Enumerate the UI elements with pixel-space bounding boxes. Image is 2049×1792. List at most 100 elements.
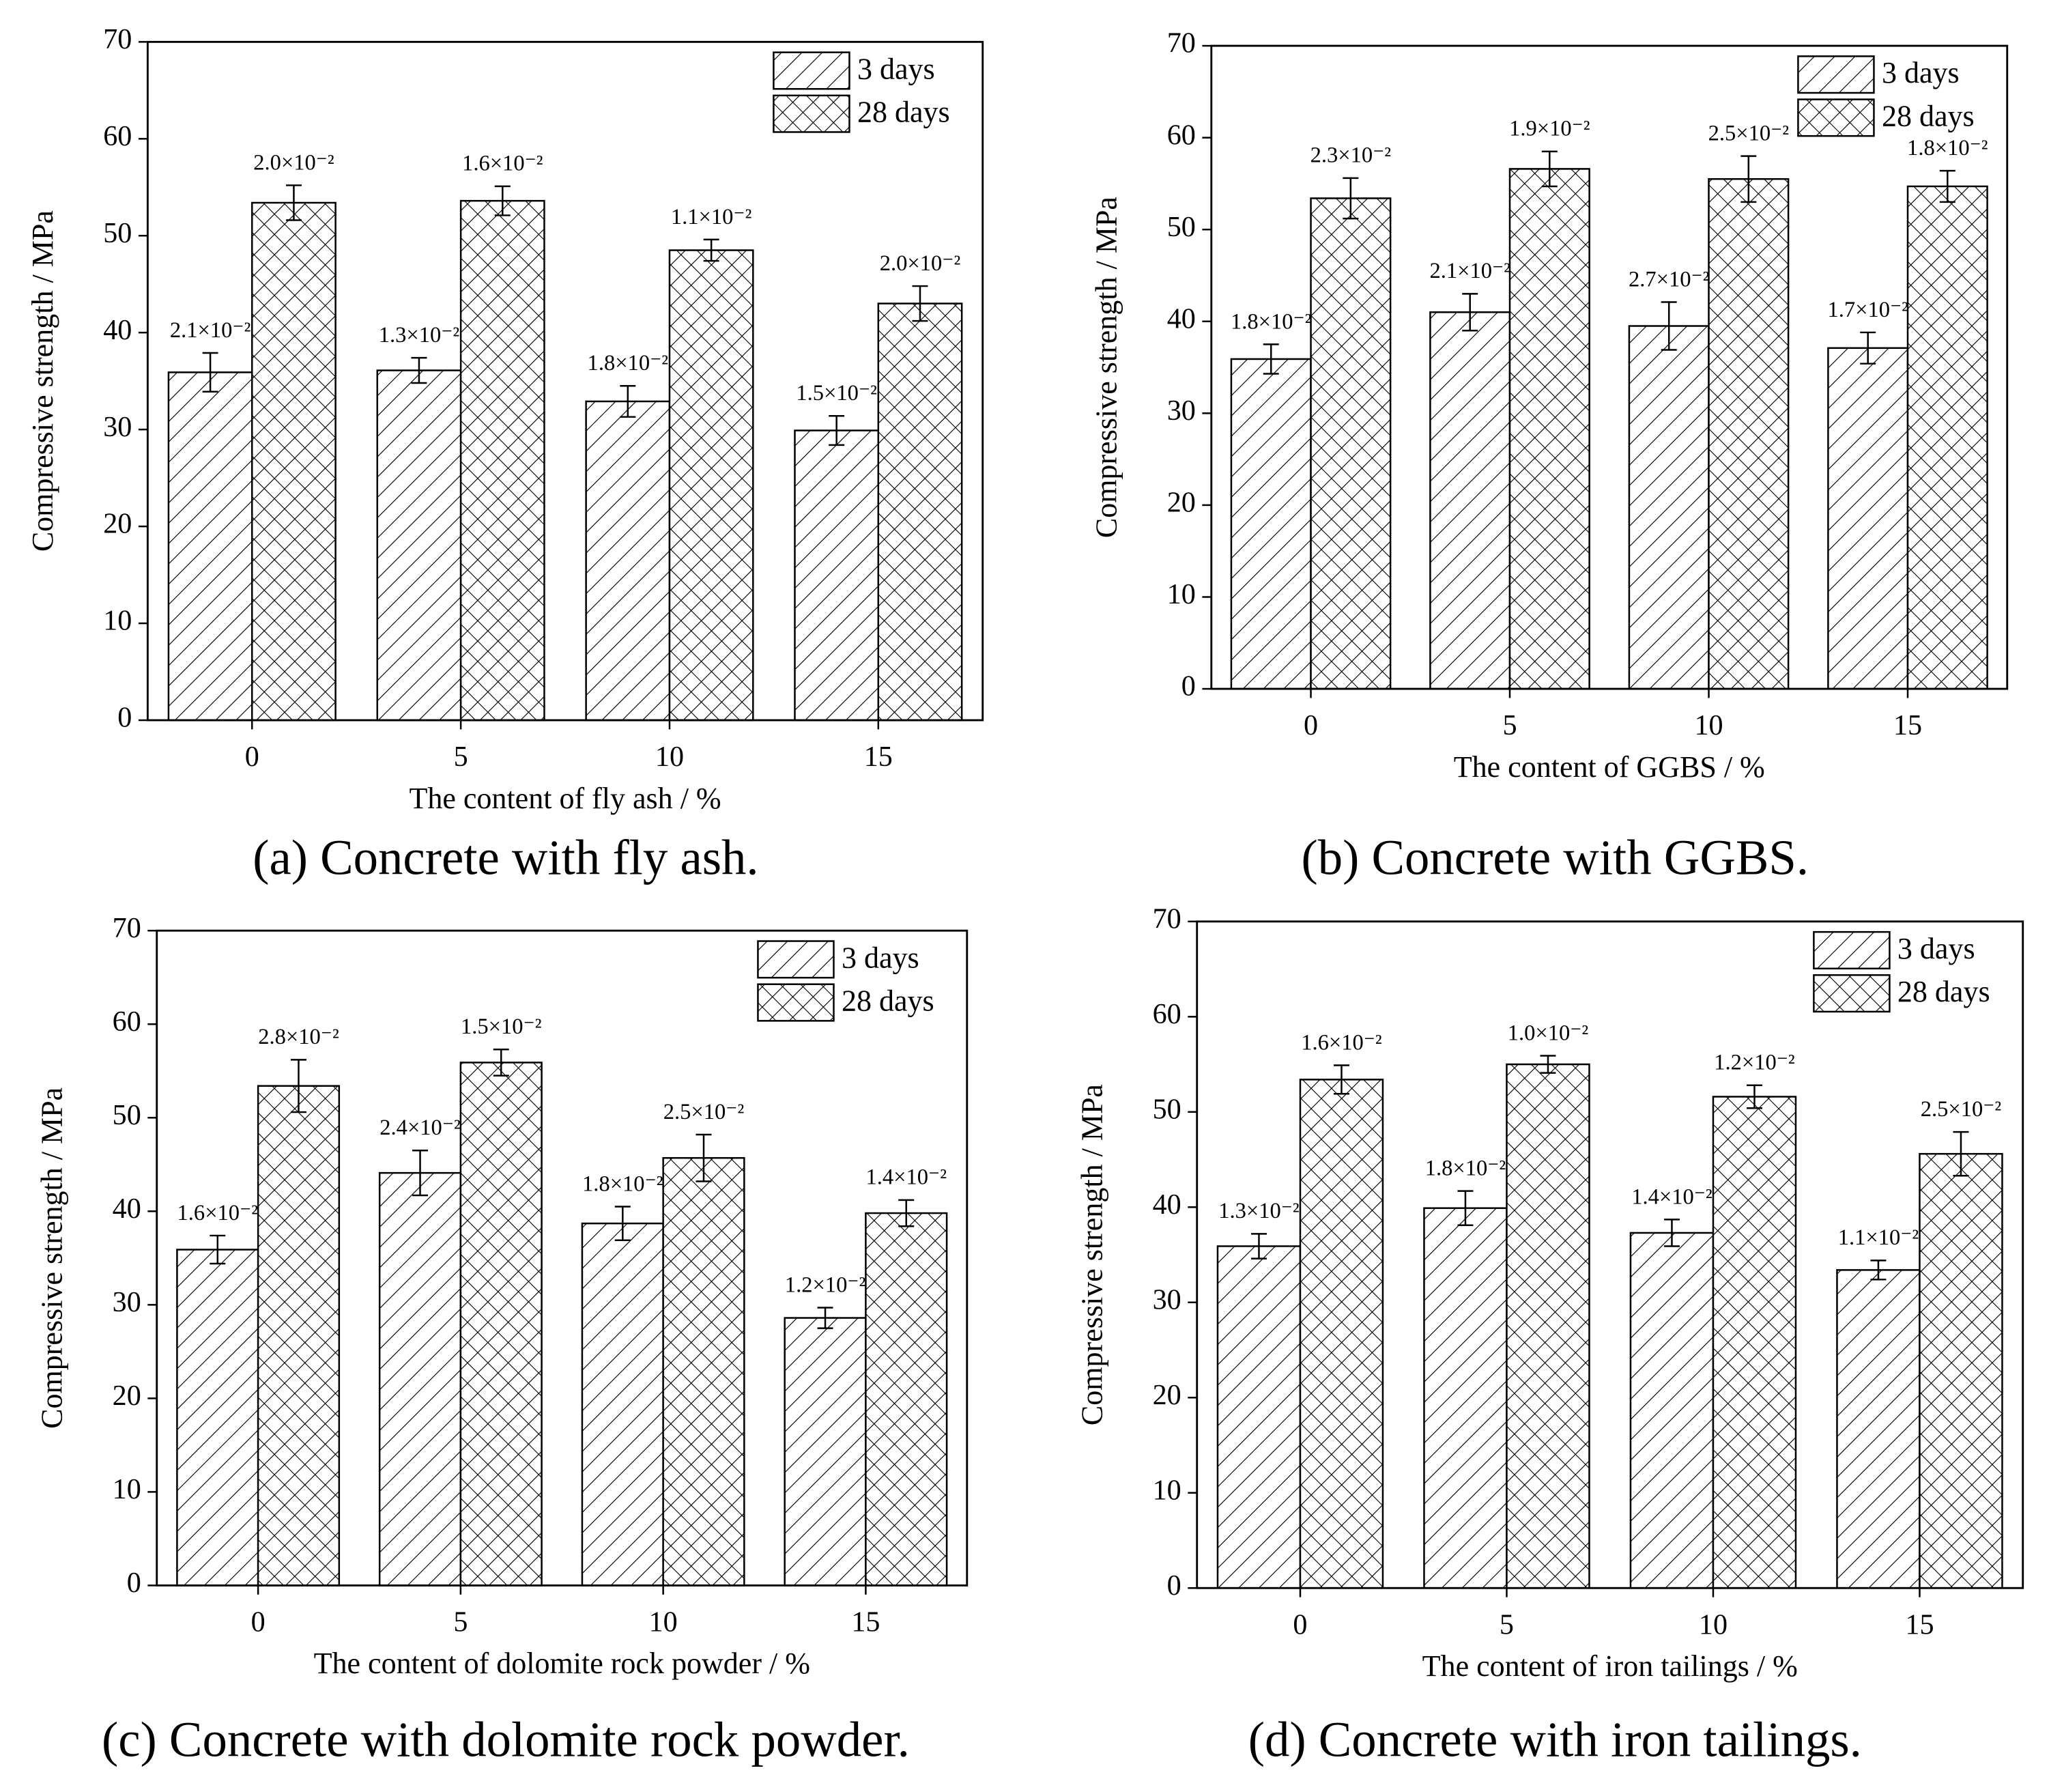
y-tick-label: 10 <box>1167 578 1196 610</box>
error-label: 1.4×10⁻² <box>1631 1184 1712 1209</box>
caption: (c) Concrete with dolomite rock powder. <box>102 1712 910 1767</box>
error-label: 1.8×10⁻² <box>1907 136 1988 160</box>
y-tick-label: 70 <box>1167 27 1196 59</box>
bar <box>585 400 671 722</box>
y-tick-label: 50 <box>103 217 132 249</box>
error-label: 2.5×10⁻² <box>1921 1097 2001 1122</box>
x-tick-label: 15 <box>864 741 893 773</box>
legend-swatch <box>773 51 850 90</box>
error-bar <box>1457 1190 1474 1227</box>
x-axis-label: The content of dolomite rock powder / % <box>314 1647 810 1680</box>
y-tick-label: 0 <box>127 1567 141 1599</box>
error-bar <box>703 238 719 262</box>
error-label: 1.2×10⁻² <box>785 1272 865 1297</box>
error-label: 1.8×10⁻² <box>1425 1156 1506 1180</box>
legend-label: 28 days <box>1897 975 1990 1008</box>
bar <box>1906 185 1988 690</box>
error-label: 1.3×10⁻² <box>379 323 459 347</box>
legend-label: 28 days <box>1882 99 1975 132</box>
error-bar <box>202 352 218 393</box>
y-tick-label: 0 <box>117 702 132 734</box>
x-tick-label: 15 <box>1905 1608 1934 1640</box>
x-tick-label: 15 <box>851 1606 880 1638</box>
error-label: 1.2×10⁻² <box>1714 1051 1794 1075</box>
legend-label: 3 days <box>857 52 935 85</box>
error-label: 1.8×10⁻² <box>582 1171 663 1196</box>
x-axis-label: The content of fly ash / % <box>409 782 721 815</box>
y-axis-label: Compressive strength / MPa <box>26 210 59 552</box>
legend-label: 28 days <box>842 984 934 1018</box>
error-bar <box>696 1133 712 1182</box>
error-label: 1.4×10⁻² <box>865 1165 946 1190</box>
panel: 0102030405060701.6×10⁻²2.4×10⁻²1.8×10⁻²1… <box>35 912 969 1767</box>
legend-swatch <box>1813 930 1891 970</box>
y-tick-label: 60 <box>113 1006 141 1038</box>
error-label: 1.6×10⁻² <box>1301 1030 1381 1055</box>
bar <box>167 371 253 722</box>
error-bar <box>1541 150 1558 188</box>
error-bar <box>210 1234 226 1265</box>
y-tick-label: 60 <box>103 120 132 152</box>
bar <box>459 199 545 722</box>
y-tick-label: 30 <box>1167 395 1196 427</box>
y-tick-label: 20 <box>113 1380 141 1412</box>
error-bar <box>817 1307 833 1329</box>
y-tick-label: 70 <box>113 912 141 944</box>
bar <box>1310 197 1392 690</box>
error-bar <box>1663 1219 1680 1247</box>
error-label: 2.0×10⁻² <box>253 150 334 175</box>
bar <box>865 1212 948 1587</box>
y-tick-label: 20 <box>103 508 132 540</box>
legend-swatch <box>1797 98 1875 137</box>
bar <box>257 1085 341 1587</box>
error-bar <box>1462 293 1478 332</box>
error-label: 2.8×10⁻² <box>258 1025 339 1049</box>
error-bar <box>1746 1084 1762 1109</box>
error-label: 2.7×10⁻² <box>1629 267 1709 291</box>
error-bar <box>1540 1055 1556 1074</box>
panel: 0102030405060701.3×10⁻²1.8×10⁻²1.4×10⁻²1… <box>1075 902 2024 1767</box>
y-axis-label: Compressive strength / MPa <box>1075 1084 1108 1425</box>
bar <box>1708 177 1790 690</box>
x-tick-label: 10 <box>1699 1608 1728 1640</box>
x-axis-label: The content of iron tailings / % <box>1422 1649 1798 1683</box>
x-tick-label: 5 <box>1502 709 1517 741</box>
error-label: 1.9×10⁻² <box>1509 117 1590 141</box>
legend-swatch <box>773 94 850 133</box>
bar <box>1506 1063 1590 1589</box>
error-bar <box>1860 331 1876 365</box>
legend-swatch <box>1797 55 1875 94</box>
bar <box>1919 1152 2003 1589</box>
error-bar <box>1939 169 1955 203</box>
y-tick-label: 30 <box>103 411 132 443</box>
legend-swatch <box>757 940 835 979</box>
bar <box>1836 1269 1921 1589</box>
bar <box>877 302 963 722</box>
y-tick-label: 50 <box>1167 211 1196 243</box>
bar <box>1230 358 1312 690</box>
x-tick-label: 5 <box>1500 1608 1514 1640</box>
bar <box>378 1171 462 1587</box>
x-tick-label: 10 <box>649 1606 678 1638</box>
error-bar <box>285 184 302 221</box>
bar <box>251 201 336 722</box>
bar <box>376 369 462 722</box>
error-bar <box>1661 301 1677 351</box>
bar <box>668 249 754 722</box>
error-label: 1.1×10⁻² <box>1838 1225 1919 1250</box>
error-bar <box>1740 155 1757 203</box>
legend-swatch <box>1813 974 1891 1013</box>
y-tick-label: 0 <box>1167 1569 1181 1602</box>
error-bar <box>290 1059 306 1113</box>
bar <box>1712 1096 1797 1589</box>
error-bar <box>1953 1130 1969 1177</box>
x-tick-label: 5 <box>454 741 468 773</box>
error-bar <box>829 415 845 446</box>
bar <box>1628 325 1710 690</box>
bar <box>176 1249 259 1587</box>
bar <box>662 1156 745 1587</box>
x-tick-label: 0 <box>1293 1608 1307 1640</box>
